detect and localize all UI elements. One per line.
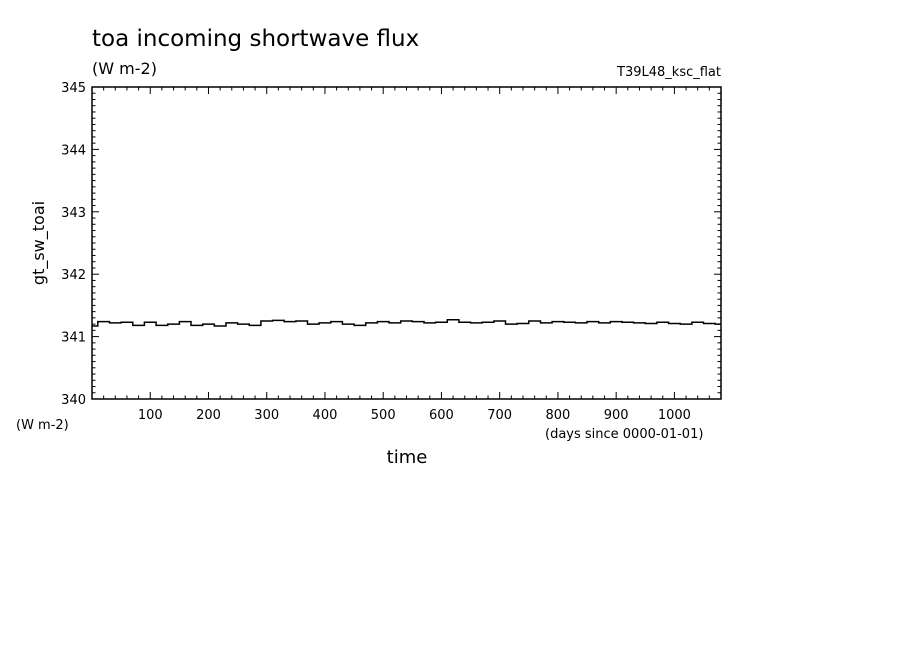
y-tick-label: 344 — [61, 143, 86, 158]
x-tick-label: 300 — [254, 408, 279, 423]
x-tick-label: 1000 — [658, 408, 691, 423]
y-axis-ticks: 340 341 342 343 344 345 — [61, 81, 721, 408]
series-line — [92, 319, 721, 327]
x-axis-label: time — [387, 447, 428, 468]
y-axis-label: gt_sw_toai — [29, 201, 49, 285]
x-axis-units: (days since 0000-01-01) — [545, 427, 703, 442]
x-tick-label: 900 — [604, 408, 629, 423]
y-tick-label: 343 — [61, 206, 86, 221]
chart-units: (W m-2) — [92, 59, 157, 78]
x-tick-label: 600 — [429, 408, 454, 423]
x-tick-label: 700 — [487, 408, 512, 423]
x-tick-label: 800 — [546, 408, 571, 423]
x-axis-ticks: 100 200 300 400 500 600 700 800 900 1000 — [91, 87, 722, 423]
y-axis-units: (W m-2) — [16, 418, 69, 433]
x-tick-label: 200 — [196, 408, 221, 423]
y-tick-label: 340 — [61, 393, 86, 408]
x-tick-label: 400 — [313, 408, 338, 423]
y-tick-label: 345 — [61, 81, 86, 96]
chart-title: toa incoming shortwave flux — [92, 26, 419, 52]
y-tick-label: 341 — [61, 331, 86, 346]
y-tick-label: 342 — [61, 268, 86, 283]
x-tick-label: 100 — [138, 408, 163, 423]
plot-frame — [91, 86, 722, 400]
x-tick-label: 500 — [371, 408, 396, 423]
run-label: T39L48_ksc_flat — [616, 65, 721, 80]
